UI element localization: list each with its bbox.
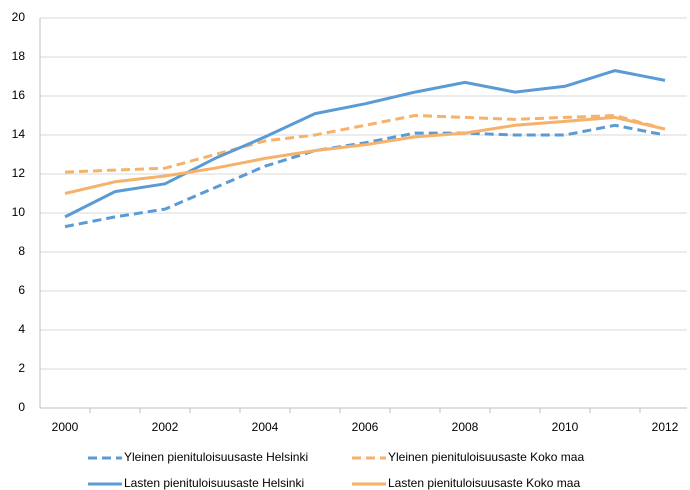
y-tick-label: 20 [12,10,26,24]
y-tick-label: 18 [12,49,26,63]
legend-label: Yleinen pienituloisuusaste Koko maa [388,450,584,464]
x-tick-label: 2002 [152,420,179,434]
legend-label: Lasten pienituloisuusaste Koko maa [388,476,580,490]
y-tick-label: 12 [12,166,26,180]
y-tick-label: 14 [12,127,26,141]
y-tick-label: 16 [12,88,26,102]
legend-label: Lasten pienituloisuusaste Helsinki [124,476,304,490]
y-tick-label: 10 [12,205,26,219]
y-tick-label: 8 [18,244,25,258]
y-tick-label: 0 [18,400,25,414]
legend-label: Yleinen pienituloisuusaste Helsinki [124,450,308,464]
x-tick-label: 2000 [52,420,79,434]
x-tick-label: 2004 [252,420,279,434]
y-tick-label: 6 [18,283,25,297]
line-series [64,114,666,174]
line-series [64,123,666,229]
line-series [64,69,666,219]
x-tick-label: 2008 [452,420,479,434]
line-series [64,115,666,195]
y-tick-label: 2 [18,361,25,375]
x-tick-label: 2010 [552,420,579,434]
y-tick-label: 4 [18,322,25,336]
x-tick-label: 2006 [352,420,379,434]
x-tick-label: 2012 [652,420,679,434]
